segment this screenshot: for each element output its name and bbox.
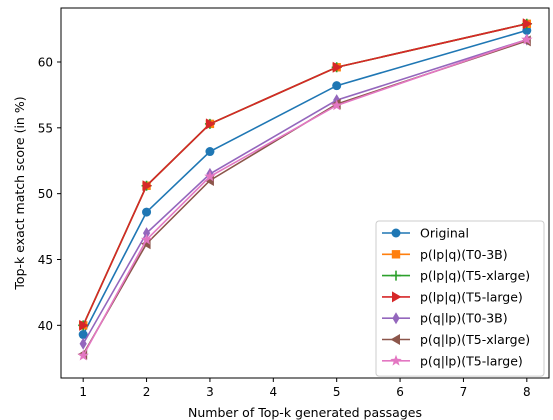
legend-marker [392,291,402,303]
x-axis: 1 2 3 4 5 6 7 8 [79,378,531,399]
legend-item: p(q|lp)(T5-large) [382,353,523,368]
data-point [332,61,343,73]
series-0 [78,25,532,340]
y-tick-label: 50 [38,187,53,201]
legend-box [375,220,545,377]
y-axis-label: Top-k exact match score (in %) [12,96,27,290]
legend-marker [390,334,400,345]
legend-label: p(q|lp)(T0-3B) [420,311,508,326]
legend-item: p(q|lp)(T5-xlarge) [382,332,530,347]
legend-label: p(lp|q)(T5-xlarge) [420,268,530,283]
x-tick-label: 3 [206,385,214,399]
y-tick-label: 60 [38,55,53,69]
legend-marker [391,228,401,238]
legend-item: p(lp|q)(T5-xlarge) [382,268,530,283]
legend-marker [390,354,402,366]
data-point [79,319,89,331]
data-point [78,330,88,340]
data-point [77,349,89,361]
legend-label: p(lp|q)(T5-large) [420,289,523,304]
x-tick-label: 7 [460,385,468,399]
x-tick-label: 2 [143,385,151,399]
legend-label: p(q|lp)(T5-large) [420,353,523,368]
y-tick-label: 40 [38,319,53,333]
data-point [142,227,151,240]
data-point [521,33,533,45]
legend-label: p(lp|q)(T0-3B) [420,247,508,262]
x-tick-label: 8 [523,385,531,399]
legend-marker [391,270,401,281]
legend-marker [391,250,401,259]
x-tick-label: 5 [333,385,341,399]
legend-item: p(lp|q)(T0-3B) [382,247,508,262]
x-axis-label: Number of Top-k generated passages [188,405,422,420]
data-point [205,118,216,130]
data-point [204,170,216,182]
legend-item: p(lp|q)(T5-large) [382,289,523,304]
data-point [330,99,343,111]
series-6 [77,33,533,361]
legend-marker [392,312,400,325]
y-axis: 40 45 50 55 60 [38,55,61,333]
legend-label: p(q|lp)(T5-xlarge) [420,332,530,347]
series-layer [77,18,533,361]
plot-frame [60,7,550,379]
data-point [142,180,153,192]
data-point [140,233,153,245]
data-point [522,18,533,30]
y-tick-label: 45 [38,253,53,267]
data-point [332,81,342,91]
x-tick-label: 4 [269,385,277,399]
data-point [142,207,152,217]
legend-label: Original [420,226,469,241]
data-point [79,337,87,350]
legend-item: p(q|lp)(T0-3B) [382,311,508,326]
y-tick-label: 55 [38,121,53,135]
plot-area [60,7,550,379]
legend-item: Original [382,226,469,241]
x-tick-label: 1 [79,385,87,399]
legend: Original p(lp|q)(T0-3B) p(lp|q)(T5-xlarge)… [375,220,545,377]
data-point [205,147,215,157]
x-tick-label: 6 [396,385,404,399]
series-3 [79,18,533,331]
